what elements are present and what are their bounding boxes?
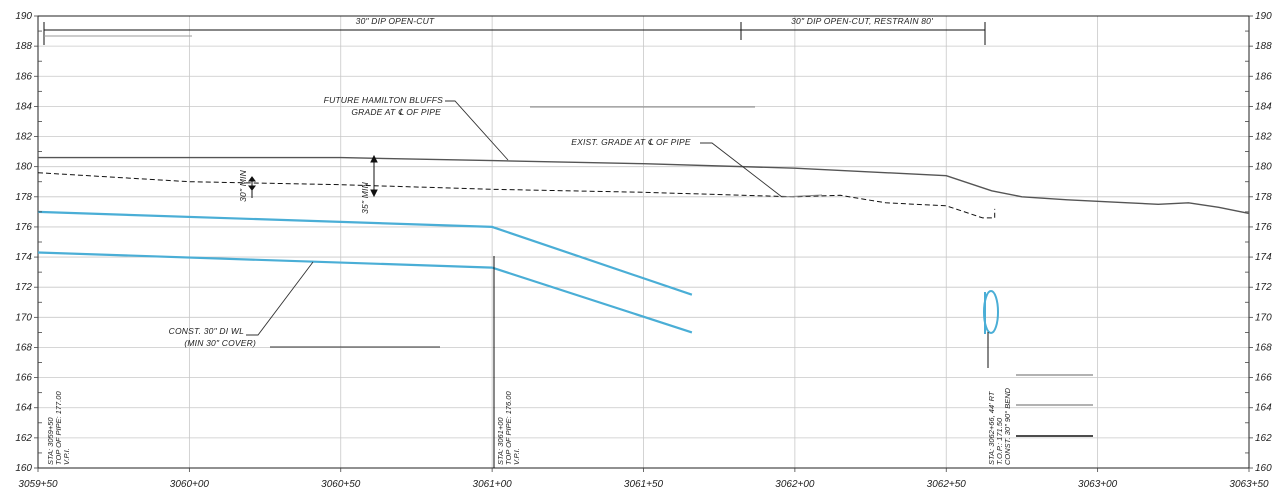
y-tick-label-right: 178: [1255, 192, 1272, 203]
svg-text:TOP OF PIPE: 176.00: TOP OF PIPE: 176.00: [504, 391, 513, 465]
y-tick-label-left: 174: [15, 252, 32, 263]
y-tick-label-left: 162: [15, 433, 32, 444]
y-tick-label-left: 178: [15, 192, 32, 203]
svg-text:V.P.I.: V.P.I.: [512, 448, 521, 465]
y-tick-label-right: 182: [1255, 132, 1272, 143]
y-tick-label-right: 162: [1255, 433, 1272, 444]
x-tick-label: 3063+50: [1229, 479, 1269, 490]
y-tick-label-left: 164: [15, 403, 32, 414]
station-lines: [493, 256, 989, 468]
pipe-label-line1: CONST. 30" DI WL: [169, 326, 244, 336]
y-tick-label-right: 184: [1255, 101, 1272, 112]
series-future-grade: [38, 156, 1250, 215]
y-tick-label-right: 164: [1255, 403, 1272, 414]
x-tick-label: 3060+50: [321, 479, 361, 490]
x-tick-label: 3059+50: [18, 479, 58, 490]
pipe-end-cap: [983, 290, 999, 334]
y-tick-label-left: 166: [15, 373, 32, 384]
x-tick-label: 3061+50: [624, 479, 664, 490]
exist-grade-label: EXIST. GRADE AT ℄ OF PIPE: [571, 137, 691, 147]
cover-dim-label-2: 35" MIN: [360, 181, 370, 213]
svg-text:T.O.P.: 171.50: T.O.P.: 171.50: [995, 417, 1004, 465]
top-dimension-lines: [43, 22, 986, 45]
y-tick-label-right: 188: [1255, 41, 1272, 52]
cover-dim-label-1: 30" MIN: [238, 169, 248, 201]
y-tick-label-left: 180: [15, 162, 32, 173]
x-tick-label: 3060+00: [170, 479, 210, 490]
y-tick-label-right: 190: [1255, 11, 1272, 22]
callout-leaders: [246, 100, 823, 348]
x-tick-label: 3061+00: [473, 479, 513, 490]
series-existing-grade: [37, 172, 996, 219]
station-note-2: STA: 3061+00 TOP OF PIPE: 176.00 V.P.I.: [496, 391, 521, 465]
svg-text:CONST. 30" 90° BEND: CONST. 30" 90° BEND: [1003, 387, 1012, 465]
station-note-3: STA: 3062+66, 44' RT T.O.P.: 171.50 CONS…: [987, 387, 1012, 465]
grid: [37, 15, 1250, 469]
x-tick-label: 3062+00: [775, 479, 815, 490]
top-dim-label-2: 30" DIP OPEN-CUT, RESTRAIN 80': [791, 16, 933, 26]
lower-right-marks: [1016, 374, 1093, 437]
future-grade-label-line1: FUTURE HAMILTON BLUFFS: [324, 95, 443, 105]
y-tick-label-left: 188: [15, 41, 32, 52]
svg-text:STA: 3062+66, 44' RT: STA: 3062+66, 44' RT: [987, 390, 996, 465]
svg-text:STA: 3059+50: STA: 3059+50: [46, 417, 55, 465]
y-tick-label-left: 190: [15, 11, 32, 22]
pipe-label-line2: (MIN 30" COVER): [184, 338, 256, 348]
y-tick-label-left: 172: [15, 282, 32, 293]
svg-text:V.P.I.: V.P.I.: [62, 448, 71, 465]
station-note-1: STA: 3059+50 TOP OF PIPE: 177.00 V.P.I.: [46, 391, 71, 465]
x-tick-label: 3063+00: [1078, 479, 1118, 490]
y-tick-label-left: 176: [15, 222, 32, 233]
y-tick-label-right: 176: [1255, 222, 1272, 233]
top-dim-label-1: 30" DIP OPEN-CUT: [356, 16, 435, 26]
y-tick-label-left: 170: [15, 312, 32, 323]
profile-lines: [37, 156, 1250, 334]
y-tick-label-right: 186: [1255, 71, 1272, 82]
y-tick-label-left: 186: [15, 71, 32, 82]
series-pipe-top: [37, 210, 693, 296]
x-tick-label: 3062+50: [927, 479, 967, 490]
y-tick-label-right: 168: [1255, 342, 1272, 353]
y-tick-label-right: 180: [1255, 162, 1272, 173]
y-tick-label-left: 160: [15, 463, 32, 474]
axis-ticks: 160 160 162 162 164 164 166 166 168 168 170 170 172 1…: [15, 11, 1272, 490]
y-tick-label-right: 170: [1255, 312, 1272, 323]
y-tick-label-right: 160: [1255, 463, 1272, 474]
y-tick-label-right: 166: [1255, 373, 1272, 384]
series-pipe-bottom: [37, 251, 693, 334]
y-tick-label-left: 184: [15, 101, 32, 112]
y-tick-label-left: 168: [15, 342, 32, 353]
future-grade-label-line2: GRADE AT ℄ OF PIPE: [351, 107, 441, 117]
svg-text:TOP OF PIPE: 177.00: TOP OF PIPE: 177.00: [54, 391, 63, 465]
svg-text:STA: 3061+00: STA: 3061+00: [496, 417, 505, 465]
cover-dimensions: [248, 154, 378, 198]
y-tick-label-right: 174: [1255, 252, 1272, 263]
y-tick-label-right: 172: [1255, 282, 1272, 293]
y-tick-label-left: 182: [15, 132, 32, 143]
